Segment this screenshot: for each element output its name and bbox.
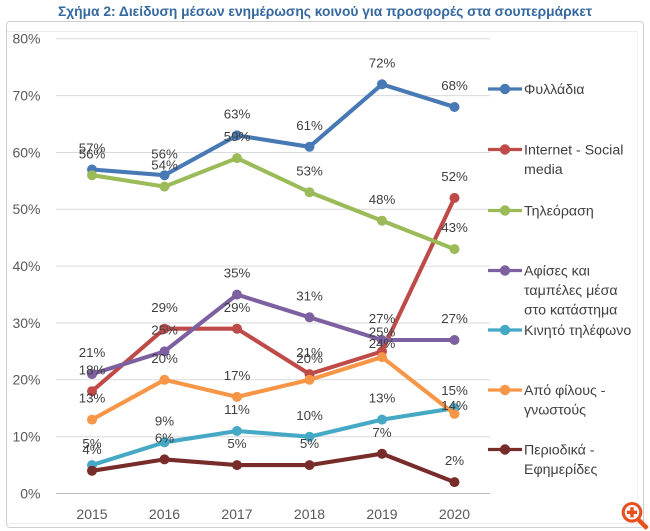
svg-text:6%: 6%: [155, 431, 174, 446]
svg-text:50%: 50%: [12, 201, 40, 217]
svg-text:59%: 59%: [224, 129, 251, 144]
svg-text:Φυλλάδια: Φυλλάδια: [524, 82, 585, 98]
svg-text:9%: 9%: [155, 413, 174, 428]
svg-text:13%: 13%: [369, 391, 396, 406]
svg-text:57%: 57%: [79, 141, 106, 156]
svg-text:4%: 4%: [82, 442, 101, 457]
svg-text:53%: 53%: [296, 163, 323, 178]
svg-text:24%: 24%: [369, 336, 396, 351]
svg-text:0%: 0%: [20, 485, 40, 501]
svg-text:Κινητό τηλέφωνο: Κινητό τηλέφωνο: [524, 323, 631, 339]
svg-text:21%: 21%: [296, 345, 323, 360]
svg-text:54%: 54%: [151, 158, 178, 173]
svg-text:14%: 14%: [441, 398, 468, 413]
svg-text:5%: 5%: [227, 436, 246, 451]
svg-text:15%: 15%: [441, 383, 468, 398]
svg-text:2018: 2018: [294, 506, 325, 522]
svg-text:29%: 29%: [224, 300, 251, 315]
svg-text:56%: 56%: [79, 146, 106, 161]
svg-text:68%: 68%: [441, 78, 468, 93]
svg-text:25%: 25%: [369, 325, 396, 340]
svg-text:43%: 43%: [441, 220, 468, 235]
svg-text:31%: 31%: [296, 288, 323, 303]
svg-text:25%: 25%: [151, 323, 178, 338]
svg-text:30%: 30%: [12, 315, 40, 331]
svg-text:2%: 2%: [445, 453, 464, 468]
svg-text:Περιοδικά -: Περιοδικά -: [524, 442, 595, 458]
svg-text:40%: 40%: [12, 258, 40, 274]
svg-text:2015: 2015: [76, 506, 107, 522]
svg-text:Τηλεόραση: Τηλεόραση: [524, 203, 594, 219]
svg-text:27%: 27%: [369, 311, 396, 326]
svg-text:5%: 5%: [300, 436, 319, 451]
svg-text:Internet - Social: Internet - Social: [524, 142, 623, 158]
svg-text:Εφημερίδες: Εφημερίδες: [524, 462, 597, 478]
svg-text:72%: 72%: [369, 55, 396, 70]
svg-text:20%: 20%: [151, 351, 178, 366]
svg-text:80%: 80%: [12, 31, 40, 47]
svg-text:2016: 2016: [149, 506, 180, 522]
svg-text:στο κατάστημα: στο κατάστημα: [524, 303, 617, 319]
svg-text:35%: 35%: [224, 266, 251, 281]
svg-text:18%: 18%: [79, 362, 106, 377]
svg-text:Από φίλους -: Από φίλους -: [524, 383, 606, 399]
svg-text:70%: 70%: [12, 88, 40, 104]
svg-text:60%: 60%: [12, 144, 40, 160]
svg-text:media: media: [524, 162, 563, 178]
svg-text:γνωστούς: γνωστούς: [524, 402, 586, 418]
svg-text:2020: 2020: [439, 506, 470, 522]
svg-text:27%: 27%: [441, 311, 468, 326]
svg-text:2019: 2019: [366, 506, 397, 522]
svg-text:17%: 17%: [224, 368, 251, 383]
svg-text:20%: 20%: [12, 372, 40, 388]
svg-text:52%: 52%: [441, 169, 468, 184]
svg-text:29%: 29%: [151, 300, 178, 315]
svg-text:63%: 63%: [224, 107, 251, 122]
svg-text:ταμπέλες μέσα: ταμπέλες μέσα: [524, 283, 618, 299]
svg-text:5%: 5%: [82, 436, 101, 451]
svg-text:61%: 61%: [296, 118, 323, 133]
svg-text:13%: 13%: [79, 391, 106, 406]
svg-text:10%: 10%: [12, 429, 40, 445]
svg-text:10%: 10%: [296, 408, 323, 423]
svg-text:56%: 56%: [151, 146, 178, 161]
svg-text:2017: 2017: [221, 506, 252, 522]
svg-text:7%: 7%: [372, 425, 391, 440]
svg-text:20%: 20%: [296, 351, 323, 366]
svg-text:11%: 11%: [224, 402, 250, 417]
svg-text:Αφίσες και: Αφίσες και: [524, 263, 590, 279]
svg-text:21%: 21%: [79, 345, 106, 360]
svg-text:48%: 48%: [369, 192, 396, 207]
